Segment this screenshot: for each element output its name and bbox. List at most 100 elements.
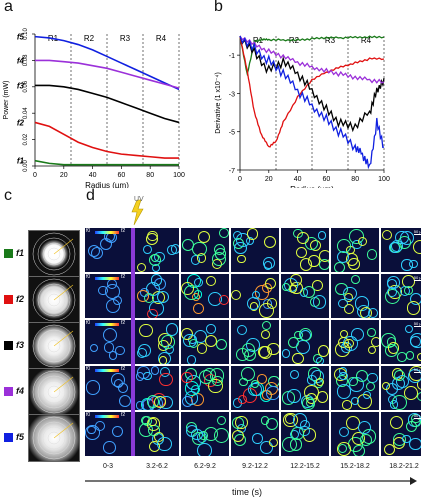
time-axis-arrow: [85, 477, 417, 485]
cell-roi: [367, 345, 377, 354]
cell-roi: [315, 356, 325, 364]
colorbar-low-label: f0: [86, 366, 91, 372]
cell-roi: [367, 249, 378, 260]
x-tick-label: 20: [60, 172, 68, 179]
cell-roi: [167, 245, 177, 255]
cell-roi: [158, 352, 172, 364]
cell-roi: [295, 246, 307, 258]
cell-roi: [343, 286, 357, 301]
cell-roi: [315, 377, 324, 386]
x-tick-label: 40: [294, 176, 302, 183]
cell-roi: [357, 420, 372, 435]
x-tick-label: 60: [323, 176, 331, 183]
ring: [47, 431, 61, 445]
cell-roi: [85, 380, 101, 396]
power-chart: R1 R2 R3 R40 20 40 60 80 1000.000.020.040.060.08…: [3, 28, 185, 188]
cell-roi: [108, 351, 118, 361]
legend-swatch: [4, 248, 13, 258]
time-label: 18.2-21.2: [389, 463, 419, 470]
cell-roi: [257, 345, 271, 359]
ring: [37, 421, 71, 455]
cell-roi: [111, 373, 125, 388]
cell-roi: [312, 295, 327, 309]
imaging-frame: [181, 412, 229, 456]
cell-roi: [266, 298, 278, 310]
x-tick-label: 100: [378, 176, 390, 183]
cell-roi: [259, 303, 274, 318]
cell-roi: [338, 298, 348, 309]
cell-roi: [343, 303, 354, 314]
cell-roi: [409, 437, 421, 451]
cell-roi: [196, 253, 207, 263]
uv-stimulus-bar: [131, 228, 135, 456]
cell-roi: [336, 442, 351, 456]
legend-label: f3: [16, 340, 25, 350]
ring: [42, 426, 66, 450]
cell-roi: [139, 323, 153, 338]
cell-roi: [266, 386, 279, 400]
series-line-f4: [239, 35, 385, 84]
panel-c-legend-f4: f4: [4, 386, 24, 396]
legend-swatch: [4, 294, 13, 304]
time-axis-label: time (s): [232, 487, 262, 497]
x-tick-label: 40: [89, 172, 97, 179]
imaging-frame: 50 µm: [381, 412, 421, 456]
cell-roi: [202, 368, 216, 382]
imaging-frame: [231, 228, 279, 272]
series-line-f3: [35, 84, 180, 124]
x-axis-label: Radius (µm): [290, 185, 334, 188]
cell-roi: [241, 366, 255, 381]
cell-roi: [208, 378, 223, 394]
legend-label: f4: [16, 386, 25, 396]
imaging-frame: [231, 412, 279, 456]
imaging-frame: 50 µm: [381, 274, 421, 318]
cell-roi: [89, 343, 99, 353]
cell-roi: [261, 320, 271, 331]
cell-roi: [409, 259, 419, 269]
series-line-f2: [34, 121, 179, 159]
ring: [32, 232, 76, 276]
cell-roi: [141, 416, 151, 426]
beam-profile-f3: [28, 322, 80, 370]
imaging-frame: [135, 366, 179, 410]
y-tick-label: -5: [229, 130, 235, 137]
ring: [37, 375, 71, 409]
scale-bar: 50 µm: [413, 413, 421, 419]
imaging-frame: [331, 228, 379, 272]
cell-roi: [367, 308, 378, 318]
ring: [42, 288, 66, 312]
cell-roi: [136, 401, 145, 410]
ring: [42, 380, 66, 404]
x-tick-label: 80: [351, 176, 359, 183]
cell-roi: [337, 239, 352, 253]
cell-roi: [181, 239, 194, 251]
cell-roi: [165, 344, 175, 354]
time-label: 12.2-15.2: [290, 463, 320, 470]
cell-roi: [159, 373, 173, 387]
ring: [32, 370, 76, 414]
time-label: 0-3: [102, 463, 114, 470]
imaging-frame: [181, 320, 229, 364]
time-label: 3.2-6.2: [146, 463, 168, 470]
cell-roi: [153, 396, 166, 409]
cell-roi: [287, 389, 301, 403]
cell-roi: [105, 298, 121, 314]
cell-roi: [251, 433, 263, 444]
colorbar-high-label: f2: [121, 274, 126, 280]
ring: [47, 247, 61, 261]
cell-roi: [299, 327, 313, 342]
lightning-icon: [131, 199, 144, 226]
cell-roi: [157, 436, 172, 452]
cell-roi: [184, 285, 199, 300]
legend-label: f5: [16, 432, 25, 442]
legend-swatch: [4, 432, 13, 442]
cell-roi: [351, 275, 361, 284]
cell-roi: [147, 308, 158, 318]
time-label: 15.2-18.2: [340, 463, 370, 470]
cell-roi: [213, 427, 229, 443]
cell-roi: [102, 441, 116, 454]
cell-roi: [317, 231, 327, 240]
colorbar: [95, 323, 119, 326]
ring: [42, 334, 66, 358]
colorbar-low-label: f0: [86, 228, 91, 234]
